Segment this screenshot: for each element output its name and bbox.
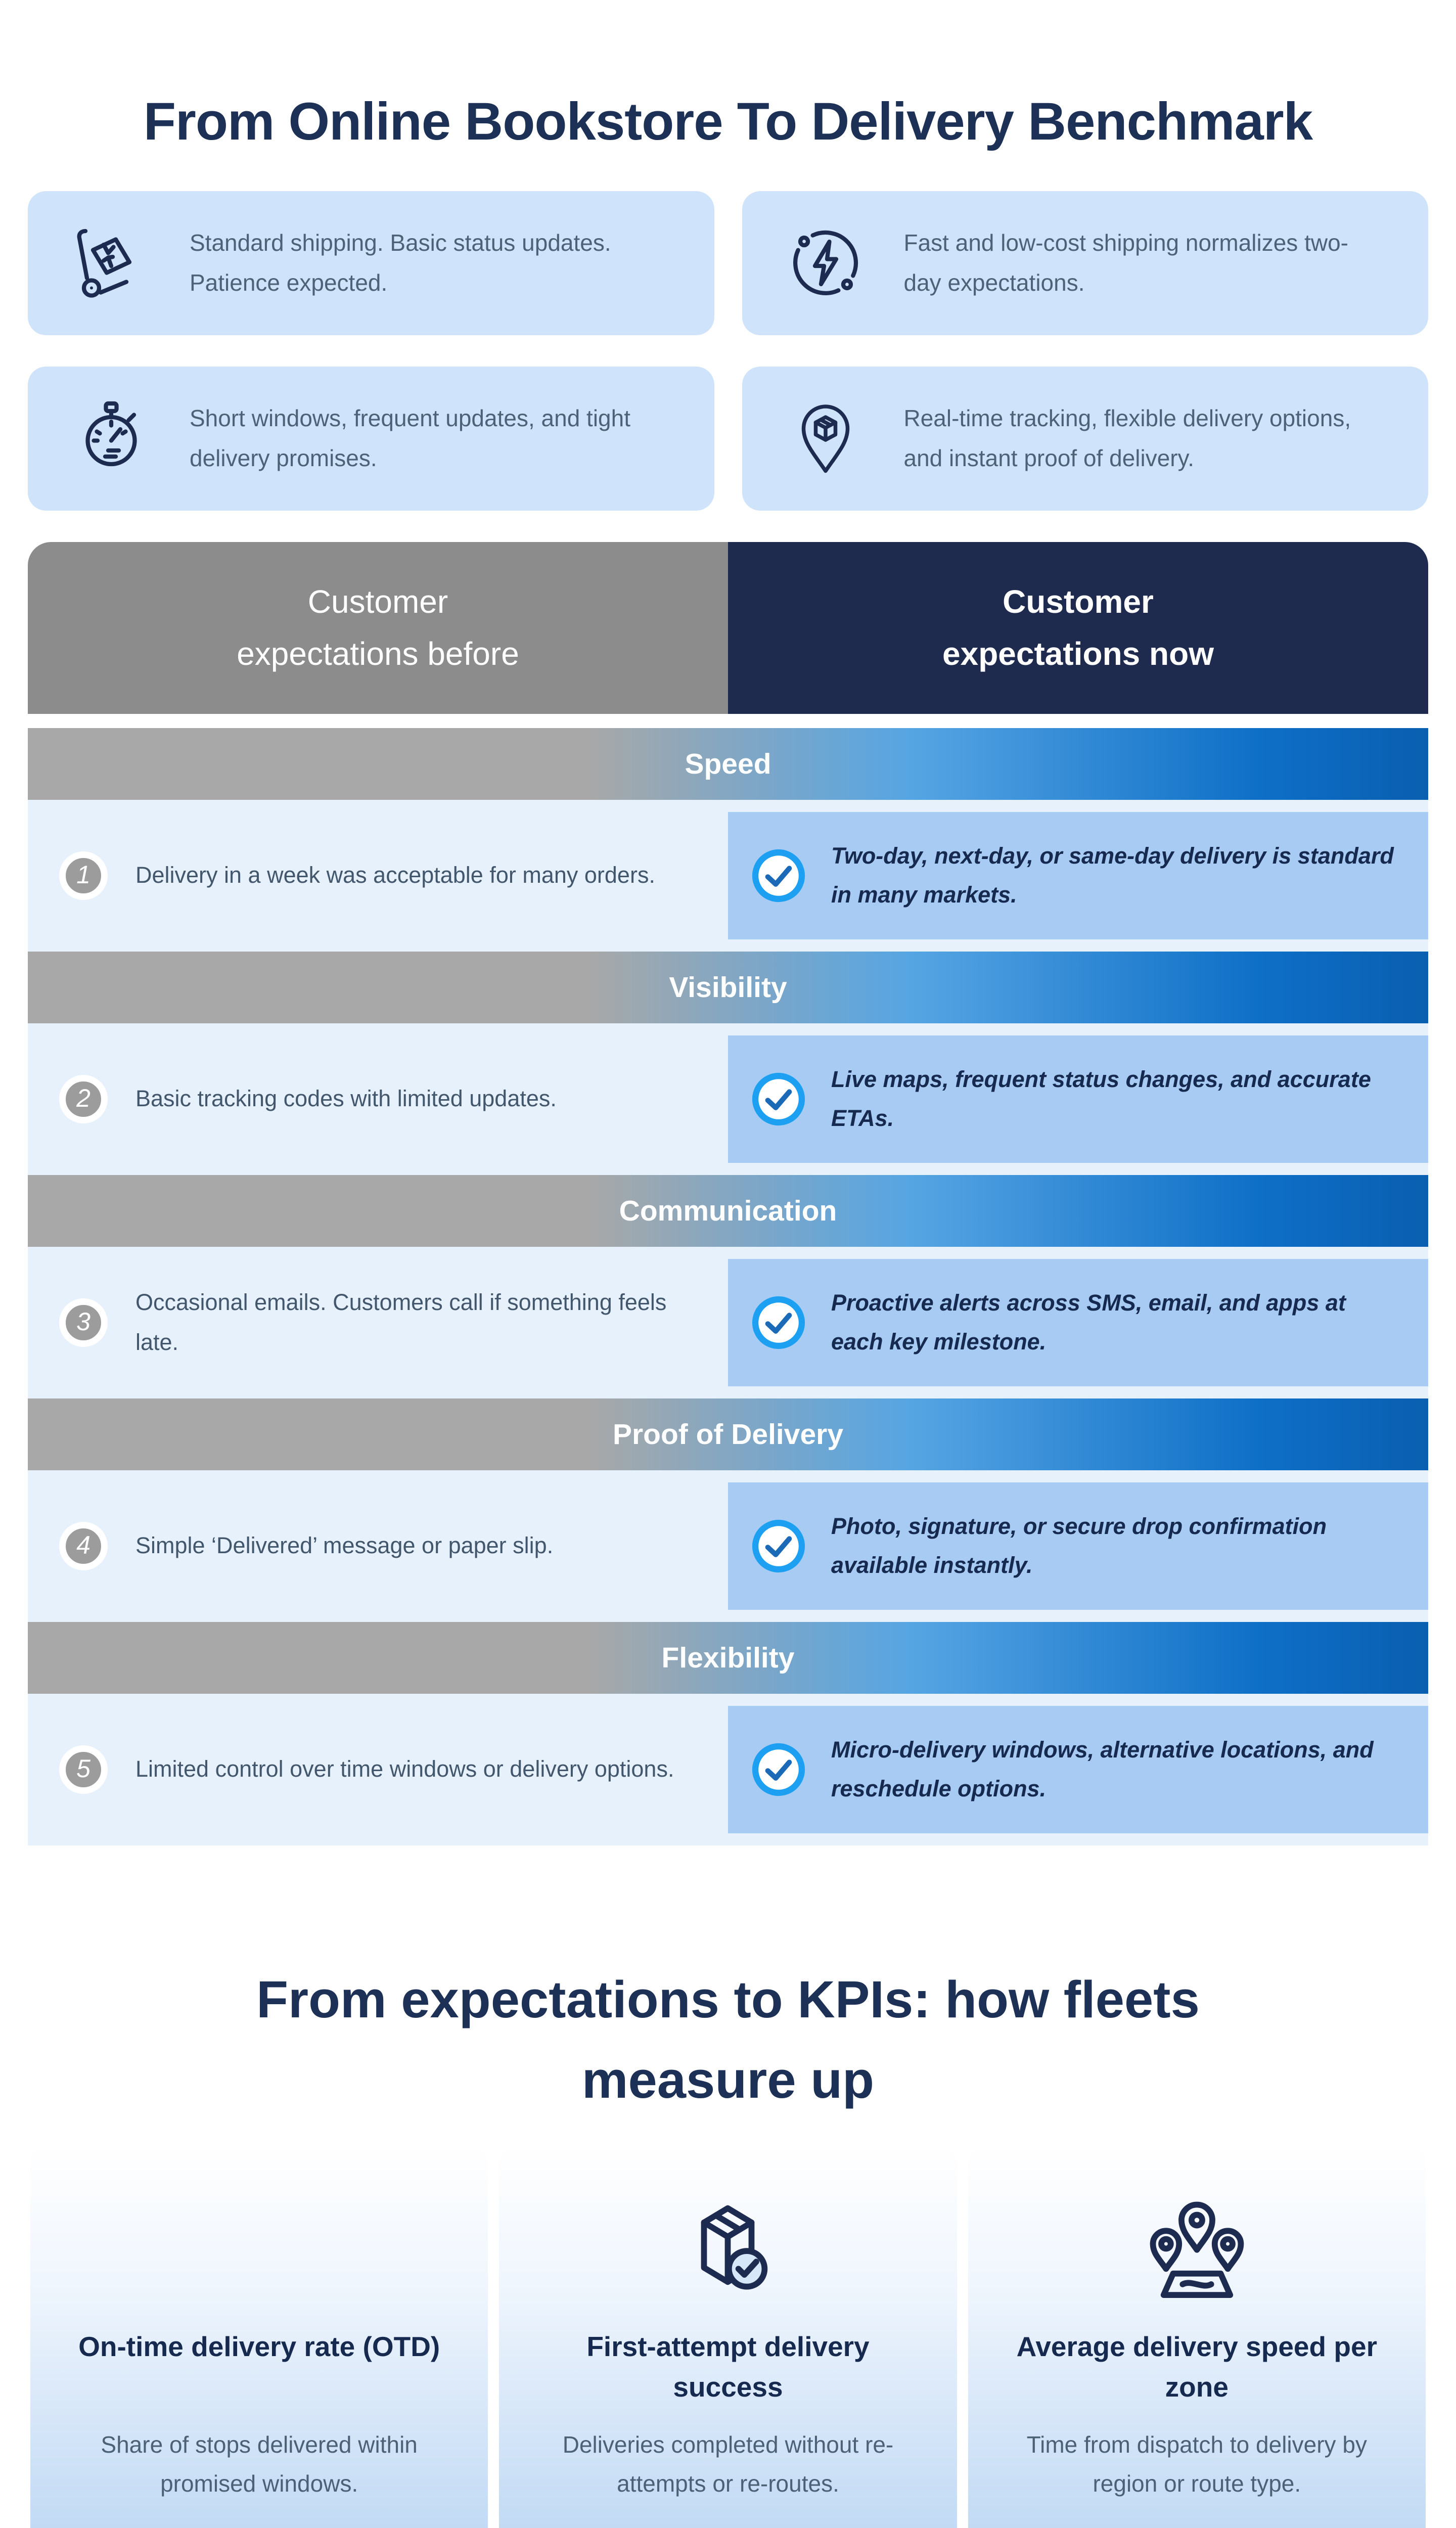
kpi-description: Share of stops delivered within promised… [101,2431,418,2497]
before-text: Simple ‘Delivered’ message or paper slip… [135,1532,554,1559]
kpi-description: Time from dispatch to delivery by region… [1026,2431,1367,2497]
comparison-row-visibility: 2 Basic tracking codes with limited upda… [28,1023,1428,1175]
kpi-card-first-attempt: First-attempt delivery success Deliverie… [499,2145,957,2528]
intro-card-text: Real-time tracking, flexible delivery op… [903,405,1351,472]
now-cell: Micro-delivery windows, alternative loca… [728,1705,1428,1833]
intro-card-text: Fast and low-cost shipping normalizes tw… [903,230,1348,296]
intro-cards-grid: Standard shipping. Basic status updates.… [28,191,1428,511]
now-text: Two-day, next-day, or same-day delivery … [831,843,1394,908]
comparison-table: Customer expectations before Customer ex… [28,541,1428,1845]
category-bar-communication: Communication [28,1175,1428,1247]
column-header-now: Customer expectations now [728,541,1428,714]
intro-card-text: Short windows, frequent updates, and tig… [190,405,631,472]
hand-truck-icon [73,225,149,301]
category-label: Visibility [669,971,787,1004]
step-number-badge: 4 [59,1521,108,1570]
intro-card-text: Standard shipping. Basic status updates.… [190,230,611,296]
category-label: Flexibility [661,1641,795,1674]
now-text: Photo, signature, or secure drop confirm… [831,1513,1327,1578]
comparison-header: Customer expectations before Customer ex… [28,541,1428,714]
category-label: Communication [619,1194,837,1227]
intro-card-fast-shipping: Fast and low-cost shipping normalizes tw… [742,191,1428,335]
before-cell: 3 Occasional emails. Customers call if s… [28,1247,728,1398]
category-bar-speed: Speed [28,728,1428,800]
check-circle-icon [750,1741,807,1798]
category-label: Speed [685,747,771,780]
check-circle-icon [750,1518,807,1574]
intro-card-realtime-tracking: Real-time tracking, flexible delivery op… [742,366,1428,511]
kpi-title: First-attempt delivery success [586,2331,870,2403]
before-cell: 2 Basic tracking codes with limited upda… [28,1023,728,1175]
stopwatch-icon [73,400,149,476]
category-label: Proof of Delivery [612,1418,844,1451]
now-cell: Two-day, next-day, or same-day delivery … [728,811,1428,939]
check-circle-icon [750,1071,807,1127]
intro-card-standard-shipping: Standard shipping. Basic status updates.… [28,191,714,335]
kpi-title: Average delivery speed per zone [1016,2331,1377,2403]
comparison-row-speed: 1 Delivery in a week was acceptable for … [28,799,1428,952]
comparison-row-communication: 3 Occasional emails. Customers call if s… [28,1246,1428,1398]
step-number-badge: 5 [59,1745,108,1794]
check-circle-icon [750,1294,807,1351]
step-number-badge: 3 [59,1298,108,1347]
kpi-cards-grid: On-time delivery rate (OTD) Share of sto… [30,2145,1426,2528]
now-cell: Proactive alerts across SMS, email, and … [728,1258,1428,1386]
kpi-card-otd: On-time delivery rate (OTD) Share of sto… [30,2145,488,2528]
category-bar-flexibility: Flexibility [28,1621,1428,1694]
comparison-row-proof-of-delivery: 4 Simple ‘Delivered’ message or paper sl… [28,1470,1428,1622]
before-cell: 4 Simple ‘Delivered’ message or paper sl… [28,1470,728,1622]
box-check-icon [668,2145,787,2327]
before-text: Basic tracking codes with limited update… [135,1086,557,1112]
kpi-card-speed-per-zone: Average delivery speed per zone Time fro… [968,2145,1426,2528]
now-cell: Photo, signature, or secure drop confirm… [728,1482,1428,1610]
before-cell: 5 Limited control over time windows or d… [28,1694,728,1845]
before-text: Delivery in a week was acceptable for ma… [135,862,655,888]
lightning-circle-icon [788,225,863,301]
before-text: Limited control over time windows or del… [135,1756,674,1782]
zone-pins-icon [1138,2145,1256,2327]
kpi-title: On-time delivery rate (OTD) [78,2331,440,2363]
before-text: Occasional emails. Customers call if som… [135,1289,667,1355]
now-text: Proactive alerts across SMS, email, and … [831,1290,1346,1355]
column-header-before: Customer expectations before [28,541,728,714]
kpi-description: Deliveries completed without re-attempts… [562,2431,894,2497]
category-bar-visibility: Visibility [28,951,1428,1023]
now-text: Live maps, frequent status changes, and … [831,1066,1371,1131]
before-cell: 1 Delivery in a week was acceptable for … [28,800,728,952]
check-circle-icon [750,847,807,904]
now-text: Micro-delivery windows, alternative loca… [831,1737,1374,1801]
kpi-section-title: From expectations to KPIs: how fleets me… [256,1970,1200,2109]
package-pin-icon [788,400,863,476]
step-number-badge: 2 [59,1074,108,1123]
now-cell: Live maps, frequent status changes, and … [728,1035,1428,1163]
step-number-badge: 1 [59,851,108,900]
category-bar-proof-of-delivery: Proof of Delivery [28,1398,1428,1470]
page-title: From Online Bookstore To Delivery Benchm… [143,92,1313,151]
intro-card-short-windows: Short windows, frequent updates, and tig… [28,366,714,511]
comparison-row-flexibility: 5 Limited control over time windows or d… [28,1693,1428,1845]
